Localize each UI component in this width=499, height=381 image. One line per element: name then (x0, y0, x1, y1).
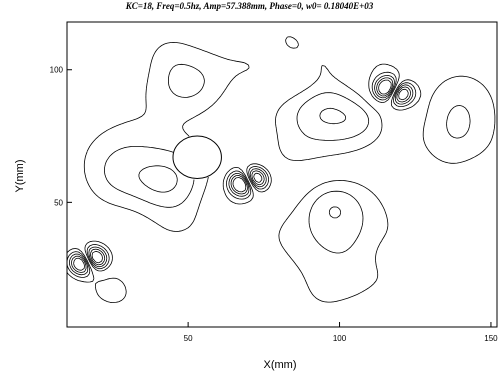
contour-line (88, 75, 395, 268)
contour-lines (66, 36, 496, 303)
contour-line (69, 84, 414, 276)
cylinder-outline (172, 135, 222, 179)
x-axis-label: X(mm) (263, 359, 297, 371)
contour-line (66, 36, 496, 303)
contour-line (73, 88, 409, 271)
x-tick-label: 150 (484, 334, 498, 343)
x-tick-label: 50 (184, 334, 193, 343)
y-tick-label: 100 (50, 66, 64, 75)
y-tick-label: 50 (54, 198, 63, 207)
contour-line (71, 86, 411, 273)
contour-line (86, 63, 397, 270)
contour-line (66, 82, 471, 278)
chart-title: KC=18, Freq=0.5hz, Amp=57.388mm, Phase=0… (125, 1, 374, 11)
axis-ticks: 50 100 150 50 100 (50, 66, 499, 343)
x-tick-label: 100 (333, 334, 347, 343)
contour-line (91, 79, 392, 264)
contour-line (90, 77, 394, 266)
contour-line (83, 42, 400, 303)
plot-frame (66, 21, 498, 328)
y-axis-label: Y(mm) (14, 159, 26, 193)
